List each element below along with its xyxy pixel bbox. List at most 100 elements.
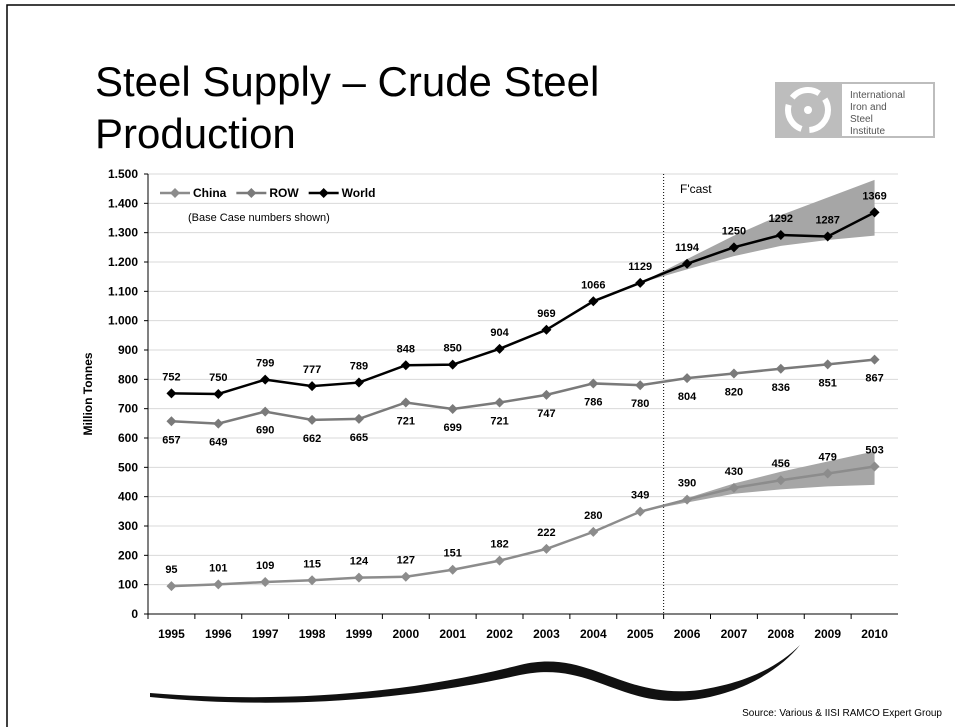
- logo-text: International: [850, 90, 905, 101]
- data-label: 1066: [581, 279, 605, 291]
- slide-title: Steel Supply – Crude Steel Production: [95, 58, 600, 157]
- data-point: [447, 359, 458, 370]
- data-point: [635, 380, 646, 391]
- legend-label: China: [193, 186, 227, 200]
- y-tick-label: 400: [118, 490, 138, 504]
- data-label: 969: [537, 308, 555, 320]
- data-label: 649: [209, 437, 227, 449]
- data-label: 804: [678, 391, 697, 403]
- data-label: 115: [303, 558, 321, 570]
- legend-marker: [318, 188, 329, 198]
- y-tick-label: 1.100: [108, 284, 138, 298]
- x-tick-label: 2005: [627, 627, 654, 641]
- data-label: 101: [209, 562, 227, 574]
- note: (Base Case numbers shown): [188, 212, 330, 224]
- data-point: [213, 389, 224, 399]
- data-label: 1369: [862, 190, 886, 202]
- data-point: [682, 258, 693, 269]
- data-point: [494, 555, 505, 566]
- data-label: 456: [772, 458, 790, 470]
- data-label: 789: [350, 361, 368, 373]
- data-label: 657: [162, 434, 180, 446]
- logo: International Iron and Steel Institute: [775, 82, 935, 138]
- x-tick-label: 2000: [392, 627, 419, 641]
- data-label: 820: [725, 386, 743, 398]
- x-tick-label: 2008: [767, 627, 794, 641]
- data-label: 280: [584, 510, 602, 522]
- data-point: [635, 277, 646, 288]
- data-label: 127: [397, 555, 415, 567]
- y-tick-label: 200: [118, 548, 138, 562]
- y-tick-label: 600: [118, 431, 138, 445]
- data-label: 109: [256, 560, 274, 572]
- data-label: 1292: [769, 213, 793, 225]
- data-point: [728, 242, 739, 253]
- data-point: [400, 571, 411, 582]
- data-point: [353, 572, 364, 583]
- source-note: Source: Various & IISI RAMCO Expert Grou…: [742, 708, 942, 719]
- data-point: [166, 388, 177, 399]
- data-point: [822, 231, 833, 242]
- x-tick-label: 2006: [674, 627, 701, 641]
- x-tick-label: 2002: [486, 627, 513, 641]
- x-tick-label: 2004: [580, 627, 607, 641]
- data-point: [728, 368, 739, 379]
- logo-text-box: [842, 84, 933, 136]
- data-point: [822, 359, 833, 370]
- x-tick-label: 2009: [814, 627, 841, 641]
- data-label: 95: [165, 564, 177, 576]
- logo-text: Iron and: [850, 102, 887, 113]
- data-point: [588, 378, 599, 389]
- x-tick-label: 1999: [346, 627, 373, 641]
- data-label: 1250: [722, 225, 746, 237]
- data-point: [494, 343, 505, 354]
- data-label: 848: [397, 343, 415, 355]
- data-point: [260, 577, 271, 588]
- x-tick-label: 1998: [299, 627, 326, 641]
- data-label: 836: [772, 382, 790, 394]
- y-tick-label: 900: [118, 343, 138, 357]
- data-label: 1287: [815, 214, 839, 226]
- data-label: 1194: [675, 242, 700, 254]
- data-label: 479: [819, 451, 837, 463]
- data-point: [682, 494, 693, 505]
- legend-marker: [170, 188, 180, 198]
- data-point: [353, 377, 364, 388]
- y-tick-label: 1.200: [108, 255, 138, 269]
- x-tick-label: 2003: [533, 627, 560, 641]
- x-tick-label: 1996: [205, 627, 232, 641]
- data-point: [307, 381, 318, 392]
- data-label: 780: [631, 398, 649, 410]
- data-point: [682, 373, 693, 384]
- data-label: 747: [537, 408, 555, 420]
- data-point: [260, 406, 271, 417]
- data-label: 867: [865, 373, 883, 385]
- data-point: [775, 475, 786, 486]
- data-point: [260, 374, 271, 385]
- x-tick-label: 2010: [861, 627, 888, 641]
- data-point: [213, 418, 224, 429]
- data-label: 690: [256, 425, 274, 437]
- data-point: [541, 389, 552, 400]
- data-label: 503: [865, 444, 883, 456]
- data-label: 699: [444, 422, 462, 434]
- x-tick-label: 2001: [439, 627, 466, 641]
- data-label: 151: [444, 548, 462, 560]
- data-label: 1129: [628, 261, 652, 273]
- data-point: [541, 543, 552, 554]
- series-line: [171, 211, 876, 396]
- logo-icon-dot: [804, 106, 812, 114]
- y-tick-label: 700: [118, 402, 138, 416]
- y-tick-label: 300: [118, 519, 138, 533]
- data-label: 124: [350, 556, 369, 568]
- data-label: 851: [819, 377, 837, 389]
- legend-label: ROW: [269, 186, 299, 200]
- y-tick-label: 100: [118, 578, 138, 592]
- logo-text: Steel: [850, 114, 873, 125]
- data-point: [166, 416, 177, 427]
- data-label: 786: [584, 396, 602, 408]
- data-point: [447, 564, 458, 575]
- data-label: 904: [490, 327, 509, 339]
- y-tick-label: 0: [131, 607, 138, 621]
